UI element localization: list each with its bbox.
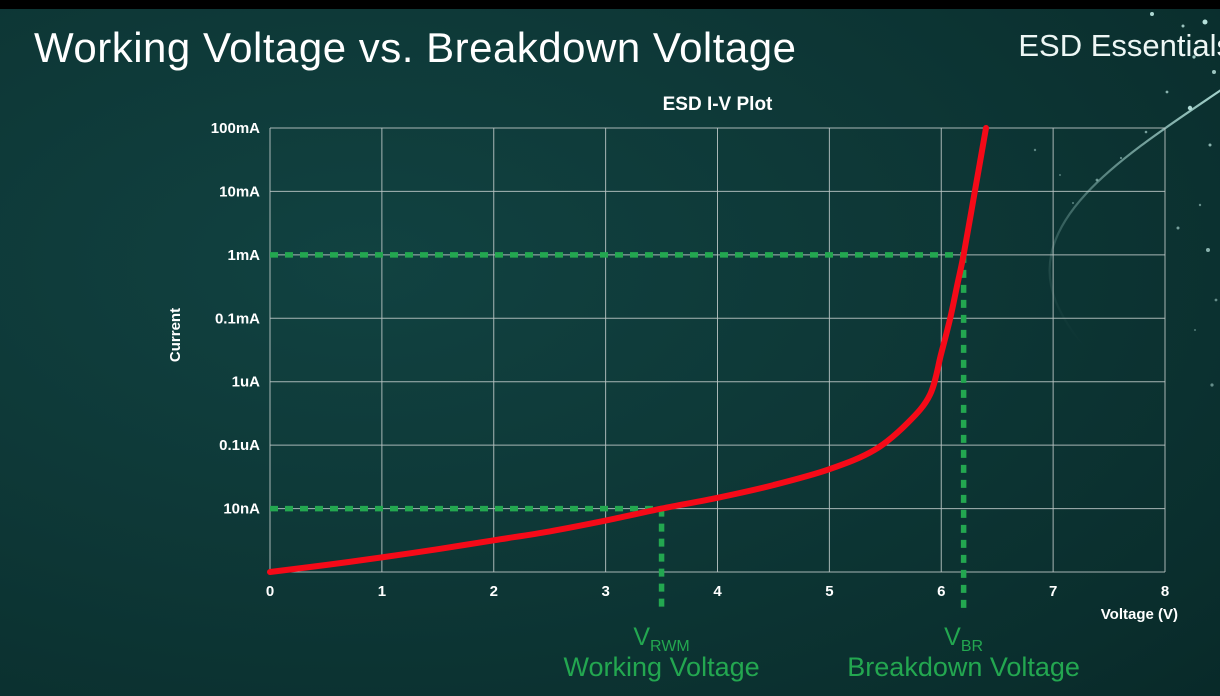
iv-curve [267,125,989,575]
x-tick-label: 6 [937,583,945,600]
x-axis-label: Voltage (V) [1101,606,1178,623]
y-tick-label: 0.1uA [219,437,260,454]
y-tick-label: 10mA [219,183,260,200]
annotation-caption-working-voltage: Working Voltage [564,652,760,682]
y-tick-label: 1uA [232,374,261,391]
x-tick-label: 3 [601,583,609,600]
top-black-bar [0,0,1220,9]
y-tick-label: 10nA [223,501,260,518]
x-tick-label: 0 [266,583,274,600]
y-tick-label: 100mA [211,120,260,137]
x-tick-label: 5 [825,583,833,600]
x-tick-label: 4 [713,583,722,600]
brand-logo: ESD Essentials [1018,28,1220,63]
annotation-caption-breakdown-voltage: Breakdown Voltage [847,652,1080,682]
x-tick-label: 8 [1161,583,1169,600]
annotation-symbol-breakdown-voltage: VBR [944,623,983,655]
x-tick-label: 7 [1049,583,1057,600]
x-tick-label: 2 [490,583,498,600]
y-tick-label: 1mA [227,247,260,264]
y-tick-label: 0.1mA [215,310,260,327]
slide-title: Working Voltage vs. Breakdown Voltage [34,24,797,71]
y-axis-label: Current [167,308,184,362]
annotation-symbol-working-voltage: VRWM [633,623,689,655]
chart-title: ESD I-V Plot [663,94,773,115]
swoosh-line [1048,89,1220,471]
x-tick-label: 1 [378,583,386,600]
decor-sparkles [1033,12,1218,387]
iv-chart: 100mA 10mA 1mA 0.1mA 1uA 0.1uA 10nA 0 1 2 3 4 5 6 7 8 ES… [167,94,1178,682]
